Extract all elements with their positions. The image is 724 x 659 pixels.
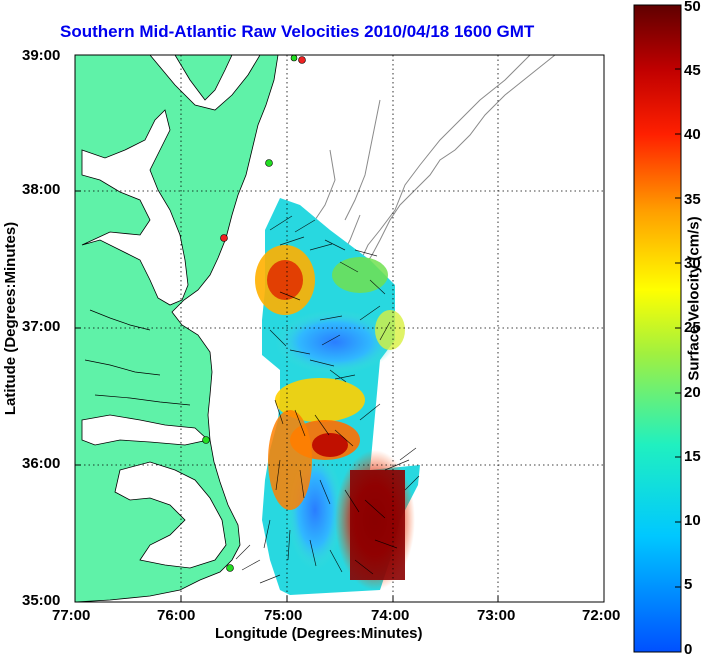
colorbar-tick-label: 10 xyxy=(684,512,701,529)
y-tick-label: 37:00 xyxy=(22,318,61,335)
colorbar-tick-label: 5 xyxy=(684,576,693,593)
chesapeake-bay xyxy=(81,109,189,306)
radar-station-marker xyxy=(265,159,273,167)
colorbar-tick-label: 15 xyxy=(684,448,701,465)
colorbar-tick-label: 45 xyxy=(684,62,701,79)
colorbar-tick-label: 0 xyxy=(684,641,693,658)
colorbar-tick-label: 25 xyxy=(684,319,701,336)
velocity-arrows xyxy=(235,215,420,584)
bathymetry-contour xyxy=(361,55,556,271)
colorbar xyxy=(633,4,682,653)
colorbar-tick-label: 50 xyxy=(684,0,701,15)
grid-lines xyxy=(75,55,604,602)
x-tick-label: 76:00 xyxy=(157,607,196,624)
albemarle-sound xyxy=(81,414,209,446)
pamlico-sound xyxy=(114,461,227,569)
radar-station-marker xyxy=(298,56,306,64)
x-tick-label: 75:00 xyxy=(264,607,303,624)
velocity-field xyxy=(235,198,420,595)
x-tick-label: 72:00 xyxy=(582,607,621,624)
x-tick-label: 73:00 xyxy=(477,607,516,624)
x-tick-label: 74:00 xyxy=(371,607,410,624)
radar-station-marker xyxy=(220,234,228,242)
x-axis-label: Longitude (Degrees:Minutes) xyxy=(215,625,423,642)
radar-station-marker xyxy=(290,55,298,62)
y-tick-label: 35:00 xyxy=(22,592,61,609)
radar-station-marker xyxy=(226,564,234,572)
y-tick-label: 36:00 xyxy=(22,455,61,472)
colorbar-tick-label: 20 xyxy=(684,384,701,401)
map-title: Southern Mid-Atlantic Raw Velocities 201… xyxy=(60,22,535,41)
y-tick-label: 39:00 xyxy=(22,47,61,64)
colorbar-tick-label: 35 xyxy=(684,191,701,208)
map-area xyxy=(75,55,604,602)
radar-station-marker xyxy=(202,436,210,444)
colorbar-ticks xyxy=(675,68,681,588)
delaware-bay xyxy=(149,55,261,111)
axis-tick-marks xyxy=(75,190,499,602)
hf-radar-station-markers xyxy=(202,55,306,572)
y-tick-label: 38:00 xyxy=(22,181,61,198)
colorbar-tick-label: 40 xyxy=(684,126,701,143)
colorbar-tick-label: 30 xyxy=(684,255,701,272)
x-tick-label: 77:00 xyxy=(52,607,91,624)
